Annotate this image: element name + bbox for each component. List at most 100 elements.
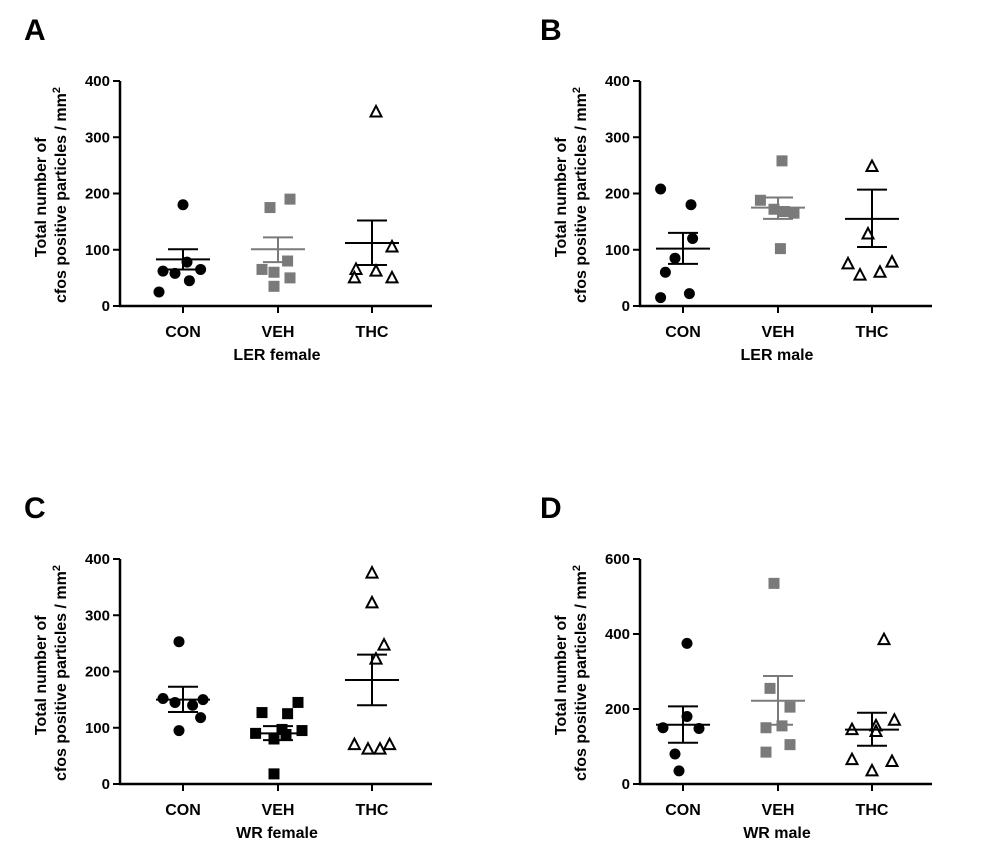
panel-letter: A [24, 14, 46, 47]
data-point-triangle [364, 564, 380, 579]
data-point-square [268, 733, 280, 745]
x-axis-title: LER female [233, 347, 320, 364]
data-point-circle [685, 199, 697, 211]
data-point-triangle [884, 253, 900, 268]
data-point-square [284, 272, 296, 284]
y-tick-label: 0 [622, 298, 630, 315]
data-point-triangle [347, 269, 362, 284]
data-point-square [764, 682, 776, 694]
y-axis-title: Total number of cfos positive particles … [553, 565, 590, 781]
data-point-circle [669, 252, 681, 264]
data-point-circle [195, 263, 207, 275]
y-axis-title-line2: cfos positive particles / mm2 [51, 565, 70, 781]
x-axis-title: WR female [236, 825, 318, 842]
data-point-triangle [347, 736, 362, 751]
data-point-circle [659, 266, 671, 278]
data-point-circle [173, 725, 185, 737]
x-category-label-thc: THC [356, 324, 389, 341]
panel-letter: D [540, 492, 562, 525]
data-point-square [292, 696, 304, 708]
data-point-circle [655, 292, 667, 304]
data-point-triangle [876, 631, 892, 646]
y-axis-title-main: cfos positive particles / mm [573, 93, 590, 303]
y-tick-label: 100 [605, 242, 630, 259]
y-tick-label: 400 [85, 551, 110, 568]
y-tick-label: 400 [605, 73, 630, 90]
data-point-triangle [360, 740, 376, 755]
y-axis-title-line1: Total number of [33, 615, 50, 735]
x-axis-title: LER male [741, 347, 814, 364]
data-point-square [778, 206, 790, 217]
data-point-triangle [376, 636, 392, 651]
y-axis-title-superscript: 2 [51, 87, 63, 93]
data-point-triangle [860, 225, 876, 240]
data-point-circle [681, 711, 693, 722]
panel-c: C Total number of cfos positive particle… [24, 492, 432, 842]
data-point-triangle [844, 751, 860, 766]
data-point-triangle [872, 264, 888, 278]
data-point-circle [681, 637, 693, 649]
data-point-triangle [884, 753, 900, 767]
y-tick-label: 400 [605, 626, 630, 643]
x-category-label-con: CON [165, 802, 201, 819]
data-point-square [282, 255, 294, 267]
y-tick-label: 0 [622, 776, 630, 793]
data-point-square [774, 243, 786, 255]
data-point-triangle [852, 266, 868, 281]
y-tick-label: 200 [85, 664, 110, 681]
data-point-triangle [868, 723, 884, 737]
data-point-circle [173, 636, 185, 648]
data-point-square [268, 280, 280, 292]
x-category-label-thc: THC [856, 324, 889, 341]
y-axis-title-main: cfos positive particles / mm [53, 93, 70, 303]
y-axis-title-superscript: 2 [571, 87, 583, 93]
data-point-triangle [864, 158, 880, 172]
data-point-triangle [372, 740, 388, 755]
data-point-circle [195, 712, 207, 724]
data-point-square [776, 720, 788, 732]
y-axis-title-line2: cfos positive particles / mm2 [51, 87, 70, 303]
data-point-circle [187, 699, 199, 711]
y-axis-title-superscript: 2 [571, 565, 583, 571]
x-category-label-veh: VEH [762, 802, 795, 819]
data-point-triangle [840, 255, 856, 270]
data-point-triangle [382, 736, 397, 751]
y-axis-title-superscript: 2 [51, 565, 63, 571]
data-point-square [256, 707, 268, 719]
y-tick-label: 400 [85, 73, 110, 90]
data-point-square [296, 725, 308, 737]
y-axis-title-line2: cfos positive particles / mm2 [571, 565, 590, 781]
y-axis-title: Total number of cfos positive particles … [33, 565, 70, 781]
y-tick-label: 100 [85, 242, 110, 259]
x-category-label-con: CON [665, 324, 701, 341]
data-point-square [768, 203, 780, 215]
x-category-label-thc: THC [356, 802, 389, 819]
y-tick-label: 300 [85, 129, 110, 146]
x-category-label-thc: THC [856, 802, 889, 819]
panel-b: B Total number of cfos positive particle… [540, 14, 932, 364]
y-tick-label: 200 [85, 186, 110, 203]
data-point-circle [673, 765, 685, 777]
y-tick-label: 600 [605, 551, 630, 568]
data-point-square [754, 194, 766, 206]
panel-letter: C [24, 492, 46, 525]
data-point-circle [157, 265, 169, 277]
y-axis-title-line1: Total number of [553, 137, 570, 257]
data-point-triangle [887, 712, 902, 726]
data-point-circle [157, 693, 169, 704]
y-axis-title-line1: Total number of [553, 615, 570, 735]
y-tick-label: 0 [102, 298, 110, 315]
data-point-triangle [864, 762, 880, 777]
data-point-circle [169, 696, 181, 708]
data-point-square [784, 701, 796, 713]
data-point-square [784, 739, 796, 751]
y-axis-title-line2: cfos positive particles / mm2 [571, 87, 590, 303]
data-point-square [268, 266, 280, 278]
x-category-label-veh: VEH [762, 324, 795, 341]
y-axis-title: Total number of cfos positive particles … [33, 87, 70, 303]
data-point-circle [153, 286, 165, 298]
x-axis-title: WR male [743, 825, 811, 842]
x-category-label-con: CON [165, 324, 201, 341]
data-point-circle [687, 233, 699, 244]
